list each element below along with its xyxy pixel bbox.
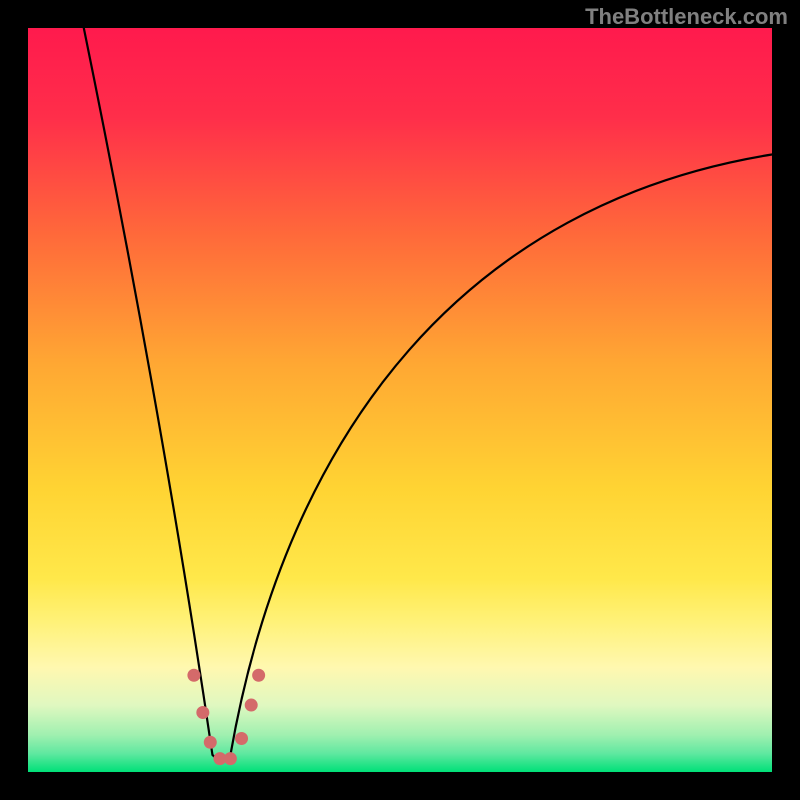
- datapoint-marker: [224, 753, 236, 765]
- datapoint-marker: [188, 669, 200, 681]
- datapoint-marker: [236, 733, 248, 745]
- datapoint-marker: [204, 736, 216, 748]
- bottleneck-chart: [28, 28, 772, 772]
- watermark-text: TheBottleneck.com: [585, 4, 788, 30]
- chart-curve-layer: [28, 28, 772, 772]
- bottleneck-curve: [84, 28, 772, 760]
- datapoint-marker: [197, 706, 209, 718]
- datapoint-marker: [253, 669, 265, 681]
- datapoint-markers: [188, 669, 265, 764]
- datapoint-marker: [245, 699, 257, 711]
